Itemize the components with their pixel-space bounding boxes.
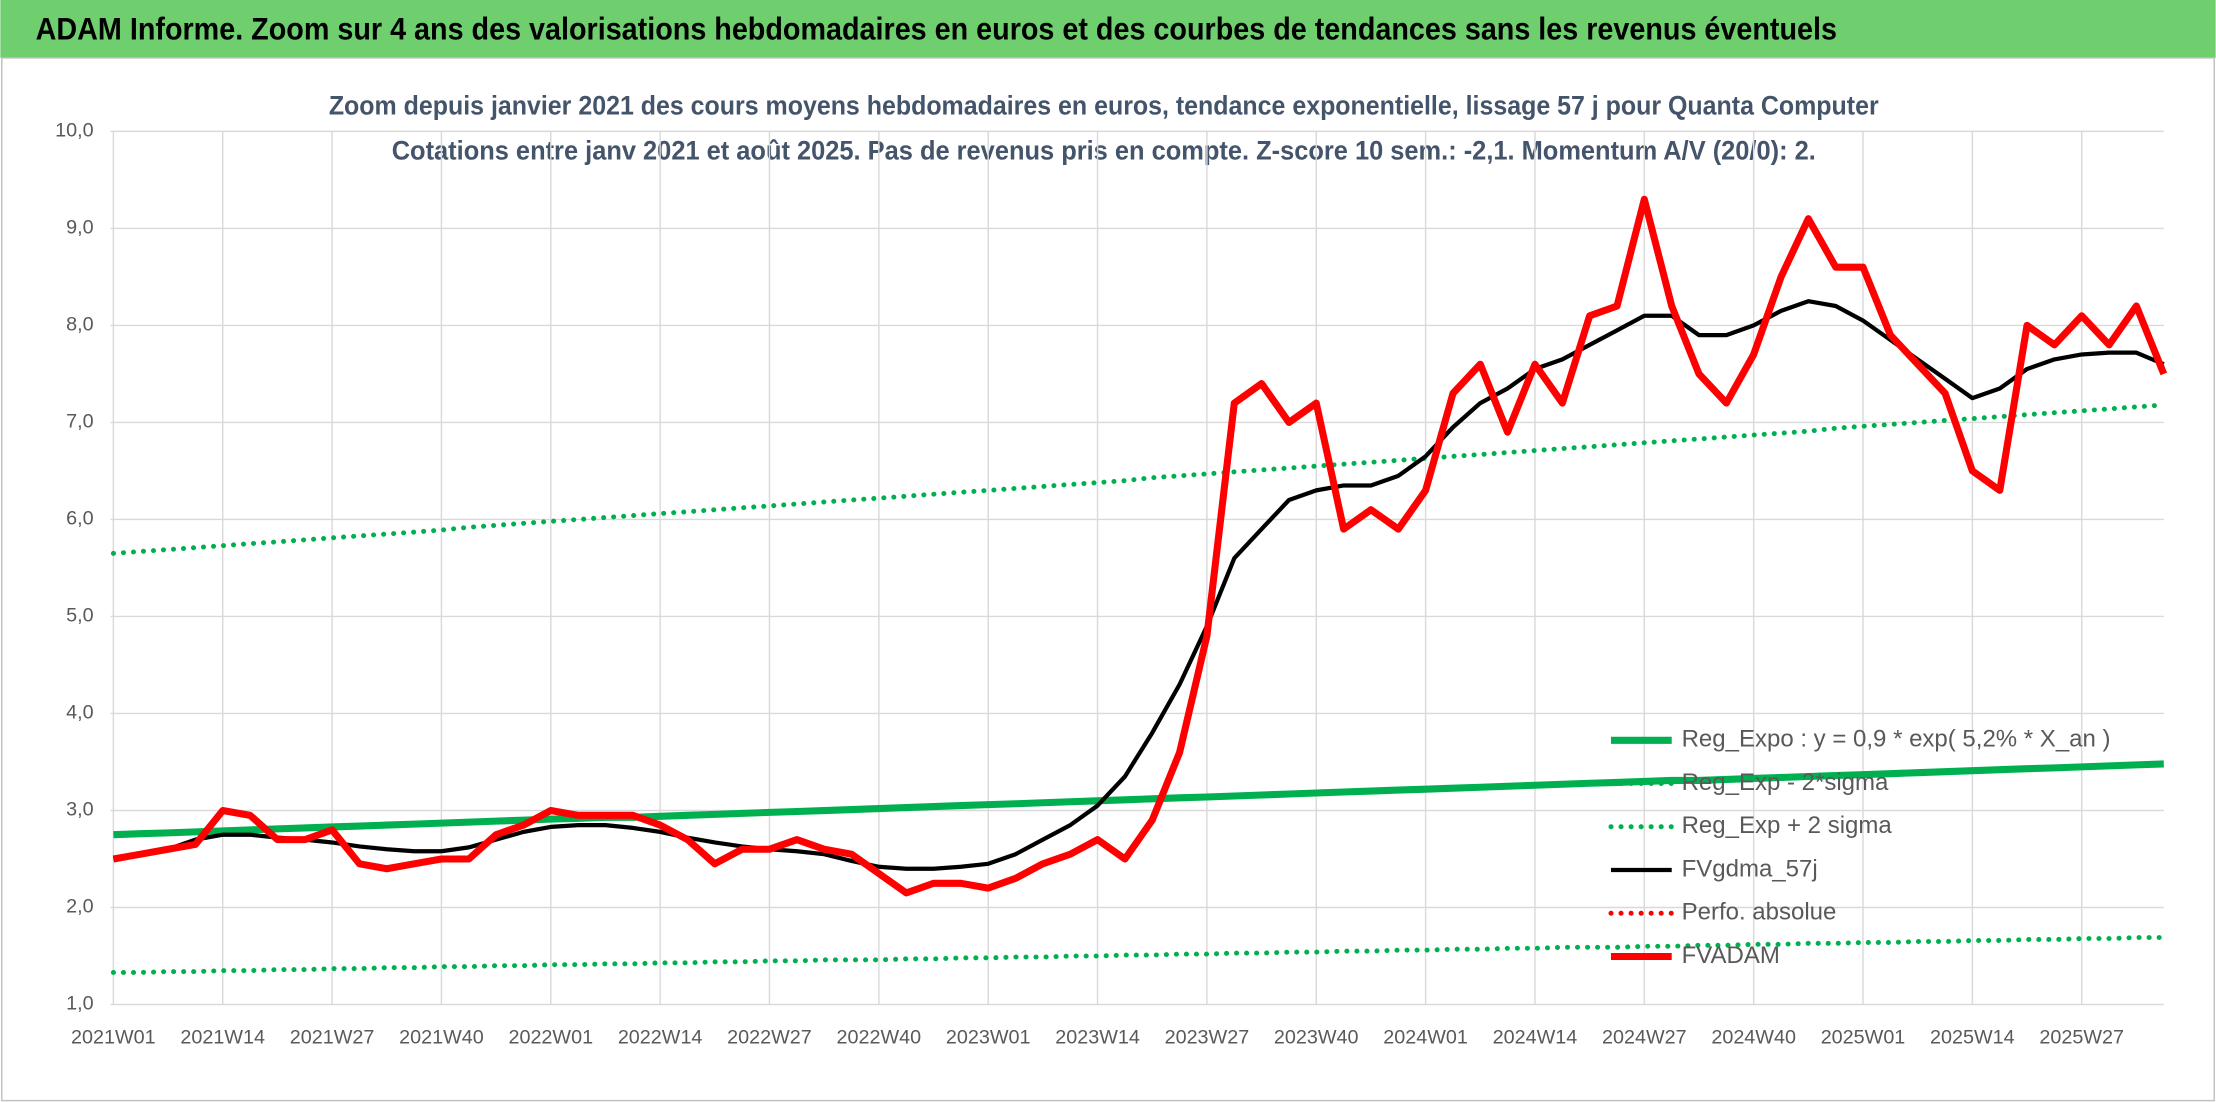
y-tick-label: 5,0 xyxy=(66,605,93,627)
series-line xyxy=(110,935,2167,975)
x-tick-label: 2021W40 xyxy=(399,1027,484,1049)
series-line xyxy=(110,402,2167,556)
x-tick-label: 2021W01 xyxy=(71,1027,156,1049)
y-tick-label: 8,0 xyxy=(66,314,93,336)
x-tick-label: 2023W40 xyxy=(1274,1027,1359,1049)
y-tick-label: 2,0 xyxy=(66,896,93,918)
x-tick-label: 2024W14 xyxy=(1493,1027,1578,1049)
header-bar xyxy=(0,0,2216,58)
y-tick-label: 7,0 xyxy=(66,411,93,433)
x-tick-label: 2022W14 xyxy=(618,1027,703,1049)
x-tick-label: 2025W27 xyxy=(2039,1027,2124,1049)
series-line xyxy=(112,195,2168,897)
y-tick-label: 4,0 xyxy=(66,702,93,724)
legend-label: Reg_Expo : y = 0,9 * exp( 5,2% * X_an ) xyxy=(1682,726,2111,753)
legend-label: Reg_Exp - 2*sigma xyxy=(1682,769,1889,796)
legend: Reg_Expo : y = 0,9 * exp( 5,2% * X_an ) R… xyxy=(1608,726,2111,969)
plot-lines xyxy=(110,195,2168,975)
x-tick-label: 2024W40 xyxy=(1711,1027,1796,1049)
header-title: ADAM Informe. Zoom sur 4 ans des valoris… xyxy=(36,11,1837,46)
x-tick-label: 2022W01 xyxy=(508,1027,593,1049)
x-tick-label: 2022W40 xyxy=(837,1027,922,1049)
chart-subtitle: Cotations entre janv 2021 et août 2025. … xyxy=(392,136,1816,166)
x-tick-label: 2023W27 xyxy=(1165,1027,1250,1049)
y-tick-label: 3,0 xyxy=(66,799,93,821)
x-tick-label: 2025W14 xyxy=(1930,1027,2015,1049)
grid: 1,0 2,0 3,0 4,0 5,0 6,0 7,0 8,0 9,0 10,0 2021W01 20… xyxy=(55,120,2164,1049)
legend-label: FVgdma_57j xyxy=(1682,855,1818,882)
legend-label: Perfo. absolue xyxy=(1682,899,1837,926)
x-tick-label: 2022W27 xyxy=(727,1027,812,1049)
y-tick-label: 1,0 xyxy=(66,993,93,1015)
y-tick-label: 9,0 xyxy=(66,217,93,239)
x-tick-label: 2025W01 xyxy=(1821,1027,1906,1049)
x-tick-label: 2024W01 xyxy=(1383,1027,1468,1049)
legend-label: Reg_Exp + 2 sigma xyxy=(1682,812,1893,839)
y-tick-label: 10,0 xyxy=(55,120,93,142)
frame xyxy=(1,57,2215,1102)
chart-title: Zoom depuis janvier 2021 des cours moyen… xyxy=(329,90,1879,120)
legend-label: FVADAM xyxy=(1682,942,1780,969)
y-tick-label: 6,0 xyxy=(66,508,93,530)
x-tick-label: 2023W14 xyxy=(1055,1027,1140,1049)
x-tick-label: 2023W01 xyxy=(946,1027,1031,1049)
x-tick-label: 2021W14 xyxy=(180,1027,265,1049)
series-line xyxy=(113,760,2164,839)
x-tick-label: 2021W27 xyxy=(290,1027,375,1049)
x-tick-label: 2024W27 xyxy=(1602,1027,1687,1049)
series-line xyxy=(113,299,2165,871)
